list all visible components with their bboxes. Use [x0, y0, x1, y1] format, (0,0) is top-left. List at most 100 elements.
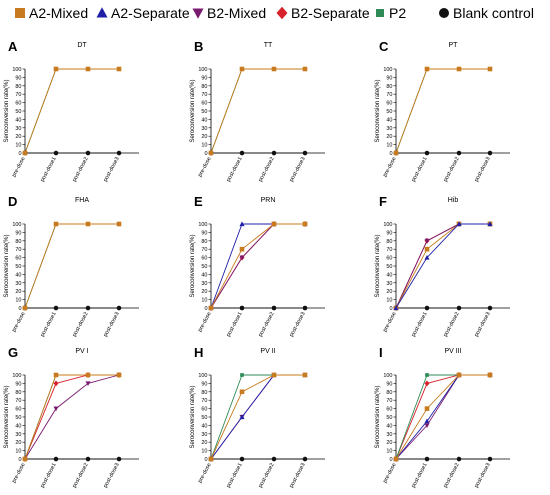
data-point [302, 456, 308, 462]
series-line [395, 223, 490, 309]
data-point [302, 305, 308, 311]
data-point [22, 305, 28, 311]
y-tick-label: 40 [386, 117, 392, 123]
x-tick-label: post-dose2 [443, 462, 461, 489]
data-point [240, 373, 244, 377]
y-tick-label: 10 [386, 143, 392, 149]
series-b2-mixed [393, 372, 493, 462]
series-line [210, 374, 305, 460]
y-tick-label: 100 [383, 222, 392, 228]
y-tick-label: 50 [201, 264, 207, 270]
legend-item-b2-separate: B2-Separate [276, 5, 370, 21]
series-a2-separate [208, 372, 308, 462]
y-tick-label: 90 [15, 381, 21, 387]
data-point [393, 456, 399, 462]
series-a2-mixed [208, 221, 308, 311]
data-point [424, 423, 430, 429]
data-point [208, 305, 214, 311]
x-tick-label: post-dose1 [226, 156, 244, 183]
data-point [239, 414, 245, 420]
series-p2 [394, 67, 492, 155]
x-tick-label: pre-dose [11, 156, 26, 178]
y-tick-label: 30 [201, 432, 207, 438]
data-point [85, 66, 91, 72]
data-point [424, 305, 430, 311]
data-point [85, 456, 91, 462]
data-point [456, 150, 462, 156]
y-tick-label: 70 [201, 398, 207, 404]
data-point [208, 456, 214, 462]
data-point [487, 456, 493, 462]
series-blank-control [393, 305, 493, 311]
data-point [239, 389, 245, 395]
legend-label: B2-Mixed [207, 5, 266, 21]
y-tick-label: 0 [389, 151, 392, 157]
x-tick-label: post-dose3 [289, 311, 307, 338]
series-p2 [23, 373, 121, 461]
panel-g: G PV I 0 10 20 30 40 50 60 70 80 90 100 pre-dose post-… [4, 345, 139, 489]
series-p2 [209, 373, 307, 461]
y-tick-label: 80 [386, 239, 392, 245]
series-p2 [23, 222, 121, 310]
x-tick-label: pre-dose [11, 462, 26, 484]
panel-f: F Hib 0 10 20 30 40 50 60 70 80 90 100 pre-dose post-d… [375, 194, 510, 338]
y-tick-label: 40 [201, 117, 207, 123]
series-line [210, 223, 305, 309]
panel-letter: B [194, 39, 203, 54]
y-tick-label: 50 [386, 264, 392, 270]
y-tick-label: 20 [386, 440, 392, 446]
series-blank-control [22, 150, 122, 156]
legend-item-a2-separate: A2-Separate [96, 5, 190, 21]
y-tick-label: 90 [201, 381, 207, 387]
series-blank-control [22, 305, 122, 311]
series-p2 [23, 67, 121, 155]
data-point [239, 255, 245, 261]
x-tick-label: post-dose1 [40, 462, 58, 489]
data-point [424, 418, 430, 424]
series-blank-control [393, 150, 493, 156]
series-b2-mixed [208, 221, 308, 311]
x-tick-label: post-dose3 [474, 462, 492, 489]
x-tick-label: post-dose3 [289, 156, 307, 183]
panel-letter: D [8, 194, 17, 209]
series-a2-mixed [393, 221, 493, 311]
panel-c: C PT 0 10 20 30 40 50 60 70 80 90 100 pre-dose post-do… [375, 39, 510, 183]
y-tick-label: 60 [201, 256, 207, 262]
data-point [456, 305, 462, 311]
data-point [302, 150, 308, 156]
series-blank-control [393, 456, 493, 462]
panel-letter: C [379, 39, 389, 54]
data-point [239, 221, 245, 227]
y-tick-label: 10 [201, 298, 207, 304]
y-tick-label: 40 [386, 423, 392, 429]
series-p2 [394, 373, 492, 461]
y-tick-label: 90 [15, 230, 21, 236]
series-a2-mixed [208, 66, 308, 156]
y-axis-label: Seroconversion rate(%) [190, 385, 196, 448]
panel-letter: G [8, 345, 18, 360]
legend-label: Blank control [453, 5, 534, 21]
series-line [24, 374, 119, 460]
y-tick-label: 30 [15, 281, 21, 287]
y-tick-label: 80 [15, 390, 21, 396]
data-point [424, 238, 430, 244]
y-tick-label: 10 [201, 143, 207, 149]
legend-marker-p2 [376, 9, 384, 17]
series-b2-separate [393, 372, 493, 462]
y-tick-label: 80 [201, 84, 207, 90]
legend-label: A2-Mixed [29, 5, 88, 21]
legend-item-a2-mixed: A2-Mixed [15, 5, 88, 21]
y-tick-label: 60 [386, 256, 392, 262]
y-tick-label: 50 [15, 109, 21, 115]
series-line [210, 68, 305, 154]
x-tick-label: post-dose1 [411, 156, 429, 183]
legend-marker-a2-separate [96, 7, 108, 18]
y-tick-label: 80 [15, 84, 21, 90]
panel-title: PV II [260, 348, 275, 355]
series-blank-control [22, 456, 122, 462]
panel-title: PT [449, 42, 459, 49]
y-tick-label: 90 [201, 230, 207, 236]
y-axis-label: Seroconversion rate(%) [190, 234, 196, 297]
data-point [85, 372, 91, 378]
